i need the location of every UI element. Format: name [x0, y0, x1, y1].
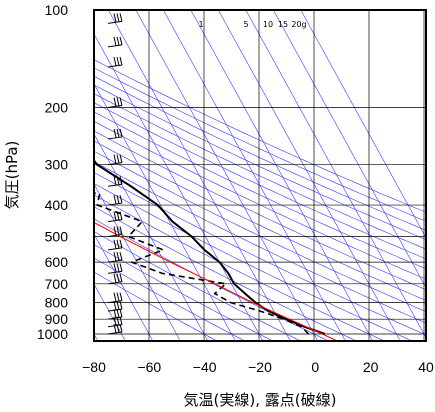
isotherm-line [94, 133, 209, 341]
wind-barb [107, 301, 123, 312]
dry-adiabat-line [94, 150, 426, 312]
x-axis-label: 気温(実線), 露点(破線) [184, 391, 337, 409]
dewpoint-line [94, 192, 310, 335]
x-tick-label: −80 [82, 359, 106, 375]
dry-adiabat-line [94, 67, 426, 222]
x-tick-label: −40 [193, 359, 217, 375]
dry-adiabat-line [94, 140, 426, 301]
isotherm-line [94, 83, 236, 341]
y-tick-label: 600 [45, 254, 69, 270]
mixing-ratio-label: 5 [243, 20, 248, 29]
wind-barb [107, 239, 123, 251]
mixing-ratio-label: 15 [278, 20, 288, 29]
y-tick-label: 800 [45, 295, 69, 311]
wind-barb [107, 97, 123, 109]
wind-barb [107, 36, 123, 48]
isotherm-line [94, 33, 264, 341]
sounding-series [94, 158, 338, 341]
y-tick-label: 900 [45, 311, 69, 327]
dry-adiabat-line [94, 271, 217, 341]
dry-adiabat-line [94, 102, 426, 260]
dry-adiabat-line [94, 194, 385, 341]
isotherm-line [135, 10, 319, 341]
isotherm-line [94, 183, 181, 341]
mixing-ratio-labels: 1 5 10 15 20g [198, 20, 306, 29]
plot-frame [93, 9, 427, 342]
dry-adiabat-line [94, 84, 426, 240]
dry-adiabat-line [94, 172, 426, 336]
y-tick-label: 500 [45, 228, 69, 244]
wind-barb [107, 194, 123, 206]
y-tick-label: 400 [45, 197, 69, 213]
isotherm-line [245, 10, 426, 339]
temperature-line [94, 158, 326, 335]
isotherm-line [218, 10, 401, 341]
dry-adiabat-line [94, 244, 273, 341]
dry-adiabat-line [94, 120, 426, 280]
mixing-ratio-label: 20g [291, 20, 306, 29]
parcel-line [94, 221, 338, 341]
mixing-ratio-label: 10 [263, 20, 273, 29]
dry-adiabat-line [94, 93, 426, 250]
y-tick-label: 700 [45, 276, 69, 292]
x-tick-label: −60 [137, 359, 161, 375]
wind-barb [107, 292, 123, 304]
wind-barb [107, 56, 123, 68]
y-tick-label: 200 [45, 100, 69, 116]
pressure-grid [93, 9, 426, 341]
wind-barb [107, 226, 123, 237]
dry-adiabat-line [94, 75, 426, 231]
dry-adiabat-line [94, 206, 357, 341]
x-axis: −80 −60 −40 −20 0 20 40 [82, 359, 434, 375]
dry-adiabat-line [94, 161, 426, 324]
y-axis-label: 気圧(hPa) [3, 141, 21, 210]
x-tick-label: 40 [418, 359, 434, 375]
isotherm-line [300, 10, 426, 239]
wind-barb [107, 251, 123, 263]
wind-barbs [107, 13, 123, 335]
x-tick-label: 20 [363, 359, 379, 375]
wind-barb [107, 263, 123, 274]
wind-barb [107, 154, 123, 166]
isotherm-line [163, 10, 346, 341]
dry-adiabat-line [94, 111, 426, 270]
isotherm-line [273, 10, 426, 289]
dry-adiabat-line [94, 183, 413, 341]
isotherm-lines [94, 10, 426, 341]
isotherm-line [190, 10, 374, 341]
isotherm-line [94, 233, 154, 341]
wind-barb [107, 13, 123, 24]
x-tick-label: 0 [311, 359, 319, 375]
x-tick-label: −20 [248, 359, 272, 375]
dry-adiabat-line [94, 59, 426, 213]
dry-adiabat-line [94, 231, 301, 341]
wind-barb [107, 176, 123, 187]
y-tick-label: 300 [45, 157, 69, 173]
y-tick-label: 1000 [37, 326, 68, 342]
dry-adiabat-line [94, 257, 245, 341]
y-tick-label: 100 [45, 2, 69, 18]
mixing-ratio-label: 1 [198, 20, 203, 29]
wind-barb [107, 128, 123, 140]
dry-adiabat-line [94, 130, 426, 290]
wind-barb [107, 211, 123, 223]
wind-barb [107, 273, 123, 285]
